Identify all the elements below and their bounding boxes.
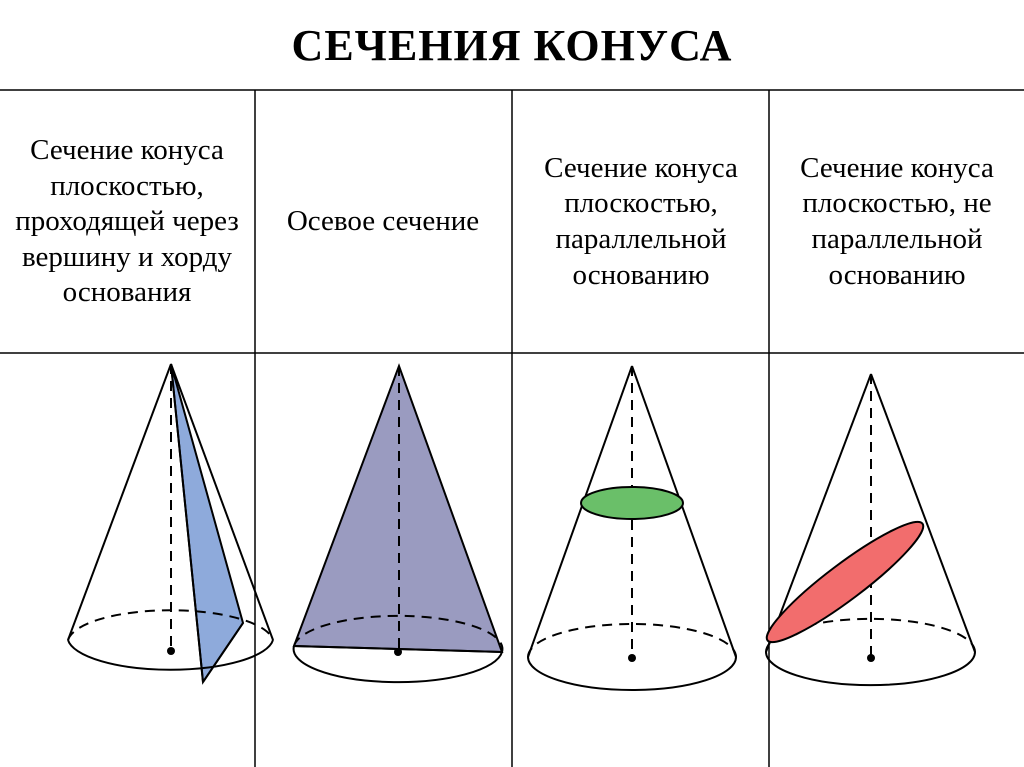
cone-3 [527, 365, 737, 691]
cone-1 [67, 363, 274, 685]
column-header-2: Осевое сечение [256, 92, 510, 352]
column-label-2: Осевое сечение [286, 205, 480, 238]
page-title: СЕЧЕНИЯ КОНУСА [291, 20, 733, 70]
section-4 [765, 520, 925, 644]
column-header-1: Сечение конуса плоскостью, проходящей че… [0, 92, 254, 352]
column-header-3: Сечение конуса плоскостью, параллельной … [513, 92, 769, 352]
column-header-4: Сечение конуса плоскостью, не параллельн… [770, 92, 1024, 352]
column-label-3: Сечение конуса плоскостью, параллельной … [544, 151, 738, 291]
section-3 [580, 486, 684, 520]
column-label-1: Сечение конуса плоскостью, проходящей че… [15, 133, 239, 309]
cone-4 [765, 373, 976, 687]
section-1 [170, 363, 245, 685]
column-label-4: Сечение конуса плоскостью, не параллельн… [800, 151, 994, 291]
cone-2 [292, 363, 504, 684]
